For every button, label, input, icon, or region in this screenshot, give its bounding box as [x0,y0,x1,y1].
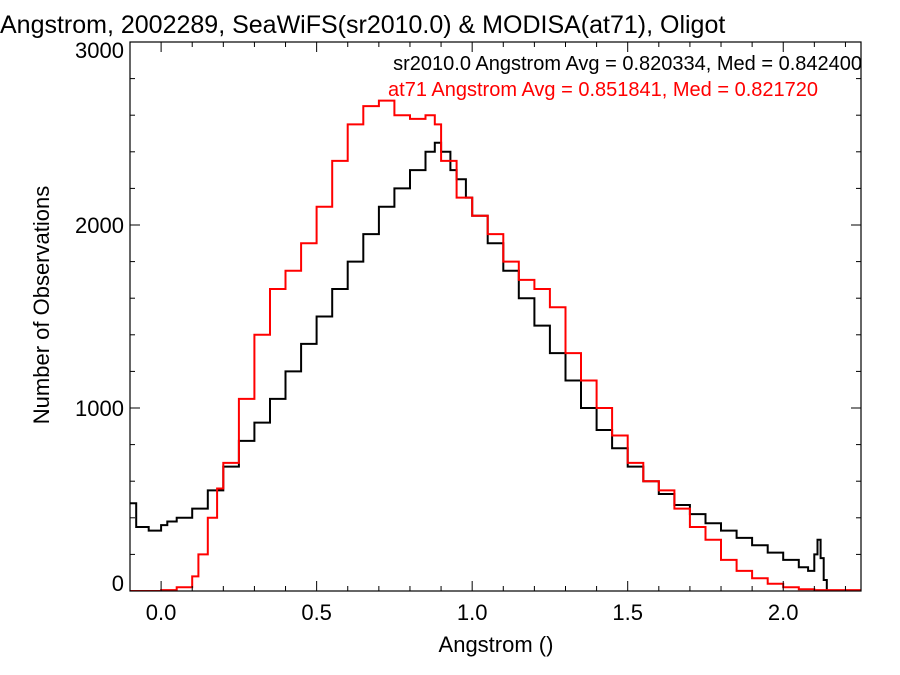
y-tick-label: 1000 [75,396,124,421]
y-tick-label: 0 [112,571,124,596]
x-tick-label: 1.0 [457,600,488,625]
series-line-at71 [130,99,861,591]
ticks-layer: 0.0 0.5 1.0 1.5 2.0 0 1000 2000 3000 [75,38,861,625]
x-tick-label: 0.5 [301,600,332,625]
chart-title: Angstrom, 2002289, SeaWiFS(sr2010.0) & M… [0,11,725,39]
legend: sr2010.0 Angstrom Avg = 0.820334, Med = … [388,53,862,101]
x-axis-label: Angstrom () [439,632,554,657]
series-line-sr2010 [130,141,828,591]
y-tick-label: 3000 [75,38,124,63]
x-tick-label: 2.0 [768,600,799,625]
x-tick-label: 1.5 [612,600,643,625]
plot-frame [129,41,862,592]
series-layer [130,99,861,591]
y-axis-label: Number of Observations [29,186,54,424]
y-tick-label: 2000 [75,213,124,238]
legend-entry-sr2010: sr2010.0 Angstrom Avg = 0.820334, Med = … [393,53,862,75]
x-tick-label: 0.0 [146,600,177,625]
legend-entry-at71: at71 Angstrom Avg = 0.851841, Med = 0.82… [388,79,818,101]
